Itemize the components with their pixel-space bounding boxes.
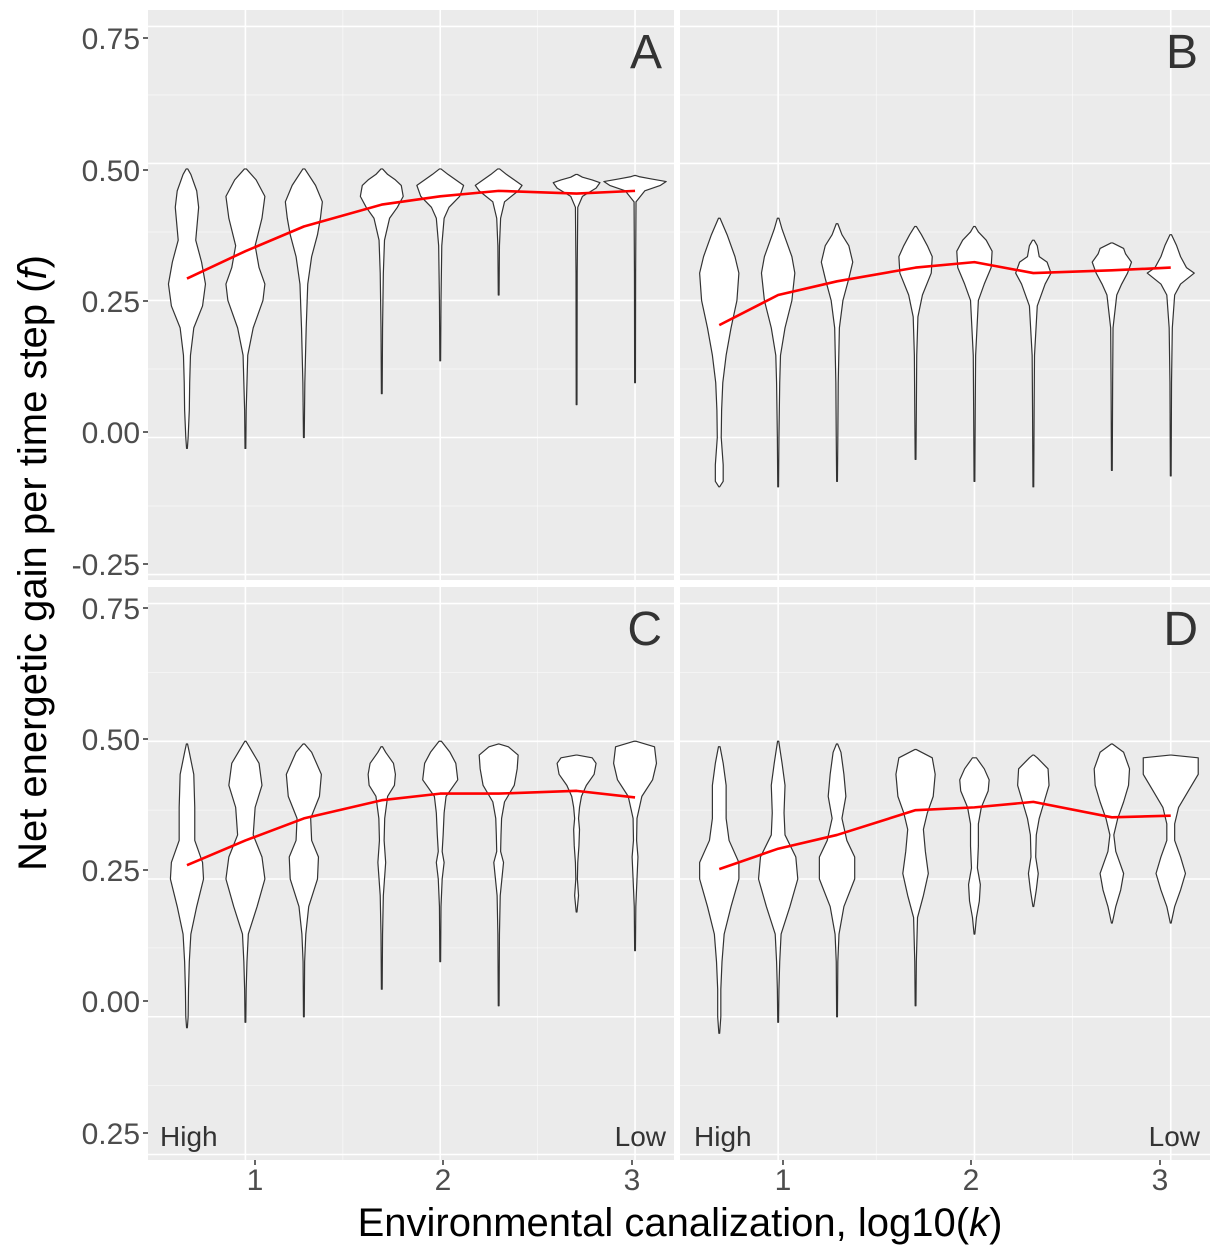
x-tick-label: 3: [624, 1164, 641, 1197]
violin: [359, 168, 404, 395]
violin: [284, 168, 323, 439]
x-ticks-right: 1 2 3: [775, 1164, 1169, 1197]
violin: [1091, 242, 1133, 471]
violin: [1146, 234, 1195, 477]
y-tick-label: 0.50: [82, 724, 140, 757]
violin: [285, 743, 322, 1018]
violin: [474, 168, 523, 296]
x-axis-title-close: ): [989, 1201, 1002, 1245]
x-tick-label: 3: [1152, 1164, 1169, 1197]
x-axis-title: Environmental canalization, log10(k): [358, 1201, 1003, 1245]
violin: [225, 740, 266, 1023]
x-tick-label: 1: [247, 1164, 264, 1197]
x-tick-label: 2: [963, 1164, 980, 1197]
x-axis-title-var: k: [969, 1201, 991, 1245]
corner-labels: High Low High Low: [160, 1121, 1201, 1152]
violin: [416, 168, 465, 362]
y-tick-label: 0.25: [82, 855, 140, 888]
panel-b: B: [680, 10, 1210, 580]
violin: [1093, 743, 1131, 924]
violin: [898, 225, 933, 461]
panel-c: C: [148, 587, 674, 1160]
violin: [556, 754, 597, 913]
y-tick-marks: [143, 37, 148, 1134]
y-tick-label: 0.00: [82, 417, 140, 450]
x-ticks-left: 1 2 3: [247, 1164, 641, 1197]
violin: [699, 746, 740, 1034]
y-tick-label: -0.25: [72, 549, 140, 582]
violin: [820, 223, 854, 482]
y-tick-label: 0.75: [82, 23, 140, 56]
x-tick-label: 1: [775, 1164, 792, 1197]
violin: [959, 757, 990, 935]
panel-label: D: [1163, 603, 1198, 656]
violin: [956, 225, 993, 482]
y-ticks-top: 0.75 0.50 0.25 0.00 -0.25: [72, 23, 140, 582]
violin: [478, 743, 519, 1007]
panel-a: A: [148, 10, 674, 580]
violin: [1017, 754, 1050, 908]
x-axis-title-main: Environmental canalization, log10(: [358, 1201, 970, 1245]
violin: [818, 743, 856, 1018]
mean-line: [718, 260, 1171, 327]
panel-label: B: [1166, 26, 1198, 79]
y-tick-label: 0.25: [82, 286, 140, 319]
violin: [757, 740, 799, 1023]
y-axis-title-close: ): [11, 255, 55, 268]
corner-label-low: Low: [615, 1121, 667, 1152]
panel-label: C: [627, 603, 662, 656]
corner-label-high: High: [694, 1121, 752, 1152]
mean-line: [718, 800, 1171, 871]
y-axis-title: Net energetic gain per time step (f): [11, 255, 55, 871]
y-ticks-bottom: 0.75 0.50 0.25 0.00 0.25: [82, 593, 140, 1151]
corner-label-high: High: [160, 1121, 218, 1152]
panel-background: [680, 10, 1210, 580]
panel-label: A: [630, 26, 662, 79]
x-tick-label: 2: [435, 1164, 452, 1197]
mean-line: [186, 189, 636, 280]
y-tick-label: 0.00: [82, 986, 140, 1019]
violin: [367, 746, 397, 990]
violin: [613, 740, 658, 952]
violin: [760, 217, 796, 488]
y-axis-title-main: Net energetic gain per time step (: [11, 279, 55, 871]
mean-line: [186, 789, 636, 867]
violin: [1015, 239, 1052, 488]
y-tick-label: 0.75: [82, 593, 140, 626]
violin: [169, 743, 205, 1029]
corner-label-low: Low: [1149, 1121, 1201, 1152]
violin: [167, 168, 207, 450]
violin: [699, 217, 740, 488]
violin: [422, 740, 459, 963]
panel-d: D: [680, 587, 1210, 1160]
y-tick-label: 0.25: [82, 1118, 140, 1151]
violin: [225, 168, 266, 450]
violin: [552, 173, 601, 406]
x-tick-marks: [254, 1160, 1161, 1165]
y-tick-label: 0.50: [82, 155, 140, 188]
violin: [1142, 754, 1199, 924]
violin: [603, 174, 667, 384]
